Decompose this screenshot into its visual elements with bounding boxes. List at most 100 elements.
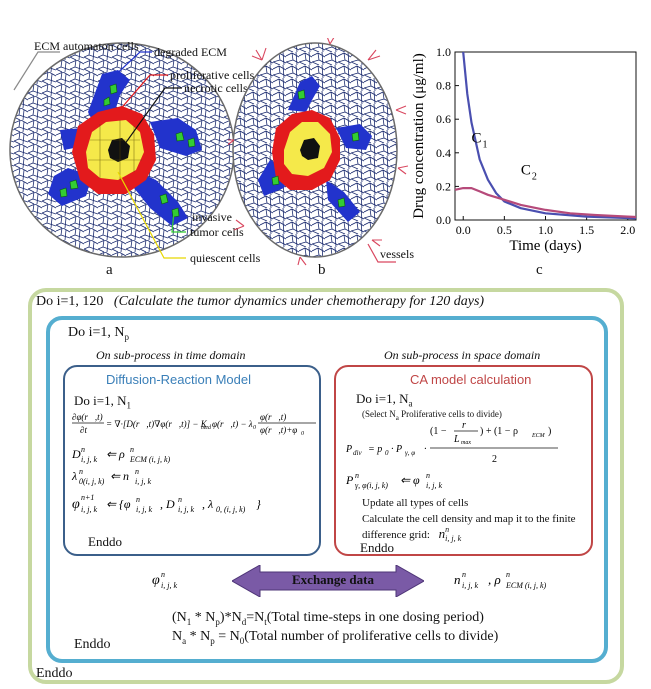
svg-text:λ: λ bbox=[71, 469, 77, 483]
tumor-domain-a bbox=[9, 42, 235, 258]
invasive-cells bbox=[59, 83, 196, 218]
ca-model-box bbox=[334, 365, 593, 556]
svg-text:P: P bbox=[345, 473, 354, 487]
svg-text:φ: φ bbox=[152, 573, 160, 588]
inner-do-sub: p bbox=[124, 331, 130, 342]
left-do-label: Do i=1, N1 bbox=[74, 394, 131, 413]
svg-text:n: n bbox=[130, 445, 134, 454]
select-note: (Select Na Proliferative cells to divide… bbox=[362, 408, 502, 425]
outer-loop-header: Do i=1, 120 (Calculate the tumor dynamic… bbox=[36, 294, 485, 309]
inner-do-label: Do i=1, Np bbox=[68, 326, 129, 344]
right-enddo: Enddo bbox=[360, 540, 394, 555]
svg-text:D: D bbox=[71, 447, 81, 461]
timesteps-equation: (N1 * Np)*Nd=Nt(Total time-steps in one … bbox=[172, 611, 484, 629]
svg-text:0: 0 bbox=[301, 431, 304, 437]
time-domain-title: On sub-process in time domain bbox=[96, 348, 246, 362]
exchange-data-label: Exchange data bbox=[292, 572, 374, 587]
svg-text:= p: = p bbox=[368, 444, 382, 455]
drug-concentration-chart: 0.0 0.2 0.4 0.6 0.8 1.0 0.0 0.5 1.0 1.5 2.0 Time (d… bbox=[411, 45, 637, 254]
svg-text:φ(r⃗,t): φ(r⃗,t) bbox=[260, 412, 286, 422]
plot-frame bbox=[454, 51, 637, 221]
inner-enddo: Enddo bbox=[74, 637, 111, 652]
y-tick-label: 0.0 bbox=[436, 213, 451, 227]
left-do-sub: 1 bbox=[126, 400, 131, 411]
eq1-b: * N bbox=[191, 610, 216, 625]
outer-do-label: Do i=1, 120 bbox=[36, 294, 104, 309]
select-note-a: (Select N bbox=[362, 409, 396, 419]
eq2-c: = N bbox=[214, 629, 240, 644]
inner-loop-frame bbox=[46, 316, 608, 663]
diffusion-reaction-box bbox=[63, 365, 321, 556]
svg-text:φ(r⃗,t)+φ: φ(r⃗,t)+φ bbox=[260, 425, 297, 435]
svg-text:·: · bbox=[424, 444, 427, 455]
series-line-c1 bbox=[462, 51, 637, 220]
svg-text:⇐ n: ⇐ n bbox=[110, 469, 129, 483]
eq1-sub1: 1 bbox=[186, 616, 192, 627]
svg-text:r: r bbox=[462, 420, 466, 431]
svg-text:i, j, k: i, j, k bbox=[135, 477, 151, 486]
eq2-b: * N bbox=[186, 629, 211, 644]
y-tick-label: 0.4 bbox=[436, 146, 451, 160]
eq1-a: (N bbox=[172, 610, 187, 625]
svg-text:n: n bbox=[136, 495, 140, 504]
svg-text:n: n bbox=[454, 572, 461, 587]
necrotic-pointer bbox=[121, 87, 182, 149]
select-note-sub: a bbox=[395, 413, 399, 422]
svg-text:∂φ(r⃗,t): ∂φ(r⃗,t) bbox=[72, 412, 103, 422]
svg-text:(1 −: (1 − bbox=[430, 426, 447, 437]
svg-text:⇐ {φ: ⇐ {φ bbox=[106, 497, 131, 511]
label-quiescent-cells: quiescent cells bbox=[190, 251, 261, 265]
outer-loop-note: (Calculate the tumor dynamics under chem… bbox=[113, 294, 485, 309]
x-tick-label: 1.0 bbox=[538, 223, 553, 237]
label-tumor-cells: tumor cells bbox=[190, 225, 244, 239]
label-invasive: invasive bbox=[192, 210, 232, 224]
series-label-c1: C bbox=[471, 131, 481, 147]
invasive-pointer bbox=[171, 211, 186, 233]
svg-text:i, j, k: i, j, k bbox=[136, 505, 152, 514]
svg-text:⇐ φ: ⇐ φ bbox=[400, 473, 420, 487]
right-do-sub: a bbox=[408, 398, 413, 409]
y-tick-label: 1.0 bbox=[436, 45, 451, 59]
svg-text:γ, φ: γ, φ bbox=[405, 449, 415, 457]
x-axis-label: Time (days) bbox=[509, 238, 581, 254]
svg-text:n: n bbox=[506, 570, 510, 579]
svg-text:, λ: , λ bbox=[202, 497, 213, 511]
svg-text:i, j, k: i, j, k bbox=[81, 505, 97, 514]
select-note-b: Proliferative cells to divide) bbox=[398, 409, 502, 419]
proliferative-equation: Na * Np = N0(Total number of proliferati… bbox=[172, 630, 498, 648]
space-domain-title: On sub-process in space domain bbox=[384, 348, 541, 362]
svg-text:med: med bbox=[201, 425, 212, 431]
panel-c-letter: c bbox=[536, 262, 543, 278]
svg-text:⇐ ρ: ⇐ ρ bbox=[106, 447, 125, 461]
svg-text:= ∇·[D(r⃗,t)∇φ(r⃗,t)] − K: = ∇·[D(r⃗,t)∇φ(r⃗,t)] − K bbox=[106, 419, 208, 429]
label-necrotic-cells: necrotic cells bbox=[184, 81, 248, 95]
series-label-c2: C bbox=[521, 163, 531, 179]
svg-text:φ(r⃗,t) − λ: φ(r⃗,t) − λ bbox=[212, 419, 253, 429]
outer-enddo: Enddo bbox=[36, 666, 73, 681]
series-label-sub-c2: 2 bbox=[532, 172, 537, 183]
svg-text:0: 0 bbox=[385, 449, 389, 457]
panel-a-letter: a bbox=[106, 262, 113, 278]
y-tick-label: 0.2 bbox=[436, 179, 451, 193]
svg-text:ECM: ECM bbox=[531, 433, 546, 439]
chart-series bbox=[454, 51, 637, 220]
svg-text:i, j, k: i, j, k bbox=[462, 581, 478, 590]
svg-text:n: n bbox=[135, 467, 139, 476]
right-do-label: Do i=1, Na bbox=[356, 392, 412, 411]
label-degraded-ecm: degraded ECM bbox=[154, 45, 227, 59]
tumor-domain-b bbox=[232, 42, 398, 258]
svg-text:div: div bbox=[353, 449, 362, 457]
svg-text:∂t: ∂t bbox=[80, 425, 87, 435]
vessels-pointer bbox=[367, 243, 396, 263]
diffusion-reaction-title: Diffusion-Reaction Model bbox=[106, 372, 251, 387]
vessel-sprouts bbox=[228, 38, 408, 266]
chart-axes bbox=[454, 51, 637, 221]
eq1-sub4: t bbox=[264, 616, 267, 627]
eq1-c: )*N bbox=[219, 610, 242, 625]
ca-model-title: CA model calculation bbox=[410, 372, 532, 387]
svg-text:}: } bbox=[256, 497, 261, 511]
svg-text:n: n bbox=[426, 471, 430, 480]
svg-text:φ: φ bbox=[72, 497, 80, 512]
outer-loop-frame bbox=[28, 288, 624, 684]
svg-text:P: P bbox=[345, 444, 352, 455]
